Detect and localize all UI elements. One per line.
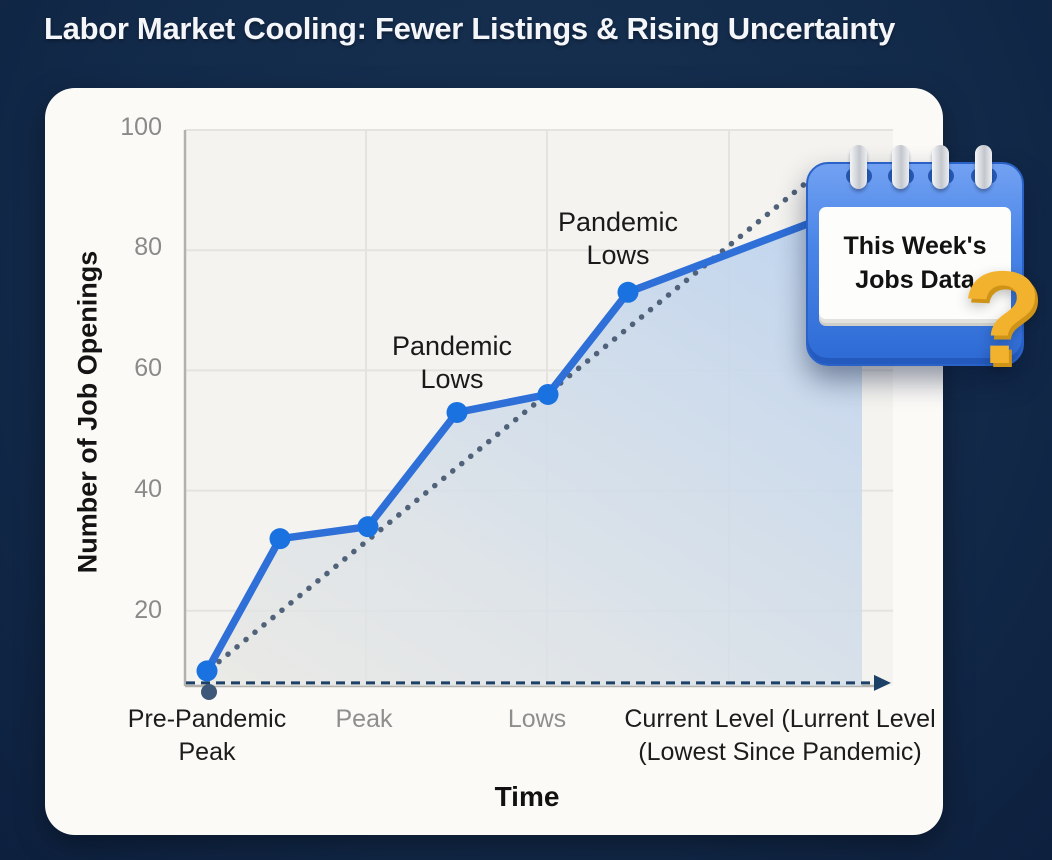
data-point-marker xyxy=(537,383,559,405)
x-label-peak: Peak xyxy=(335,705,393,733)
page-title: Labor Market Cooling: Fewer Listings & R… xyxy=(44,11,896,46)
calendar-icon: This Week's Jobs Data xyxy=(806,141,1024,371)
data-point-marker xyxy=(357,516,379,538)
y-tick-20: 20 xyxy=(134,596,162,624)
calendar-ring-icon xyxy=(892,145,909,189)
calendar-ring-icon xyxy=(975,145,992,189)
data-point-marker xyxy=(446,401,468,423)
calendar-ring-icon xyxy=(850,145,867,189)
data-point-marker xyxy=(617,281,639,303)
x-label-current-level: Current Level (Lurrent Level (Lowest Sin… xyxy=(624,705,936,766)
calendar-body: This Week's Jobs Data xyxy=(806,145,1024,366)
data-point-marker xyxy=(269,528,291,550)
x-axis-title: Time xyxy=(494,781,560,812)
y-tick-80: 80 xyxy=(134,233,162,261)
y-tick-100: 100 xyxy=(120,113,162,141)
annotation-pandemic-lows-2: Pandemic Lows xyxy=(557,207,679,270)
calendar-ring-icon xyxy=(932,145,949,189)
data-point-marker xyxy=(196,660,218,682)
origin-dot xyxy=(201,684,217,700)
x-label-lows: Lows xyxy=(507,705,567,733)
question-mark-icon: ? xyxy=(962,244,1043,391)
annotation-pandemic-lows-1: Pandemic Lows xyxy=(391,331,513,394)
y-tick-40: 40 xyxy=(134,475,162,503)
calendar-label: This Week's Jobs Data xyxy=(843,231,987,295)
baseline-arrowhead-icon xyxy=(874,674,891,691)
area-fill xyxy=(207,203,862,686)
y-tick-60: 60 xyxy=(134,354,162,382)
calendar-page: This Week's Jobs Data xyxy=(819,207,1011,319)
x-label-pre-pandemic-peak: Pre-Pandemic Peak xyxy=(127,705,287,766)
y-axis-label: Number of Job Openings xyxy=(72,250,103,574)
